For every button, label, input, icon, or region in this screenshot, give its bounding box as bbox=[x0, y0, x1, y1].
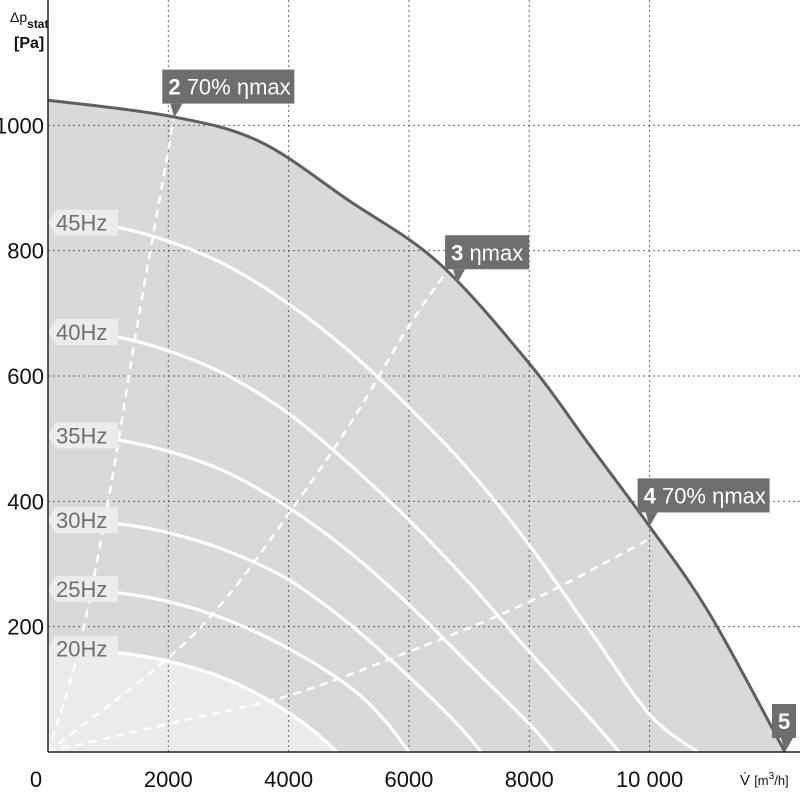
callout-box bbox=[162, 69, 295, 104]
tick-labels: 2000 4000 6000 8000 10 000 200 400 600 800 1000 bbox=[0, 113, 683, 792]
x-tick-label: 4000 bbox=[264, 767, 313, 792]
y-tick-label: 1000 bbox=[0, 113, 44, 138]
speed-label-text: 20Hz bbox=[56, 637, 107, 662]
max-envelope bbox=[47, 98, 787, 753]
y-tick-label: 200 bbox=[7, 615, 44, 640]
callout-pointer bbox=[170, 103, 183, 118]
speed-curve bbox=[47, 518, 483, 754]
x-axis-title: V̇ [m3/h] bbox=[740, 771, 789, 789]
speed-curve-labels: 45Hz 40Hz 35Hz 30Hz 25Hz 20Hz bbox=[48, 209, 118, 662]
speed-label-tag bbox=[48, 576, 118, 603]
speed-label: 25Hz bbox=[48, 576, 118, 603]
y-tick-label: 800 bbox=[7, 239, 44, 264]
speed-label: 20Hz bbox=[48, 635, 118, 662]
speed-curve bbox=[47, 330, 621, 754]
x-axis-symbol: V̇ bbox=[740, 772, 750, 789]
callout-number: 2 bbox=[168, 75, 180, 100]
speed-curve bbox=[47, 433, 555, 754]
callout-box bbox=[445, 235, 530, 270]
callout-caption: 70% ηmax bbox=[181, 75, 291, 100]
callout-pointer bbox=[453, 269, 466, 284]
x-axis-unit: [m bbox=[754, 773, 768, 788]
callout-text: 3 ηmax bbox=[451, 240, 523, 265]
speed-label-text: 30Hz bbox=[56, 508, 107, 533]
callout-text: 5 bbox=[778, 709, 790, 734]
callout: 4 70% ηmax bbox=[637, 478, 770, 527]
callout-caption: ηmax bbox=[463, 240, 523, 265]
y-axis-title: Δpstat bbox=[10, 9, 48, 31]
callout: 2 70% ηmax bbox=[162, 69, 295, 118]
speed-label-text: 45Hz bbox=[56, 210, 107, 235]
callout: 5 bbox=[772, 704, 796, 752]
y-axis-unit: [Pa] bbox=[14, 35, 44, 52]
speed-label: 45Hz bbox=[48, 209, 118, 236]
speed-label-tag bbox=[48, 422, 118, 449]
speed-label: 30Hz bbox=[48, 507, 118, 534]
max-envelope-line bbox=[47, 98, 787, 753]
x-axis-unit-end: /h] bbox=[774, 773, 788, 788]
callout-text: 4 70% ηmax bbox=[644, 483, 766, 508]
x-tick-label: 10 000 bbox=[616, 767, 683, 792]
speed-label-text: 35Hz bbox=[56, 424, 107, 449]
origin-label: 0 bbox=[30, 767, 42, 792]
speed-label-tag bbox=[48, 319, 118, 346]
speed-label-tag bbox=[48, 507, 118, 534]
speed-curve bbox=[47, 220, 699, 754]
callout: 3 ηmax bbox=[445, 235, 530, 284]
x-tick-label: 2000 bbox=[144, 767, 193, 792]
speed-label-text: 25Hz bbox=[56, 577, 107, 602]
low-speed-area bbox=[48, 648, 337, 752]
speed-label-tag bbox=[48, 635, 118, 662]
speed-label: 40Hz bbox=[48, 319, 118, 346]
callout-box bbox=[772, 704, 796, 738]
callout-labels: 2 70% ηmax 3 ηmax 4 70% ηmax 5 bbox=[162, 69, 796, 752]
speed-label: 35Hz bbox=[48, 422, 118, 449]
y-tick-label: 400 bbox=[7, 489, 44, 514]
axis-lines bbox=[47, 0, 800, 753]
callout-pointer bbox=[645, 512, 658, 527]
y-axis-symbol: Δp bbox=[10, 9, 27, 25]
callout-number: 3 bbox=[451, 240, 463, 265]
callout-number: 4 bbox=[644, 483, 657, 508]
speed-label-text: 40Hz bbox=[56, 320, 107, 345]
operating-area bbox=[48, 100, 785, 753]
callout-text: 2 70% ηmax bbox=[168, 75, 290, 100]
y-axis-subscript: stat bbox=[27, 17, 48, 31]
callout-box bbox=[637, 478, 770, 513]
plot-background bbox=[48, 100, 785, 753]
x-tick-label: 6000 bbox=[384, 767, 433, 792]
callout-caption: 70% ηmax bbox=[656, 483, 766, 508]
efficiency-line bbox=[47, 256, 459, 753]
efficiency-line bbox=[47, 537, 651, 754]
callout-number: 5 bbox=[778, 709, 790, 734]
x-tick-label: 8000 bbox=[505, 767, 554, 792]
y-tick-label: 600 bbox=[7, 364, 44, 389]
speed-label-tag bbox=[48, 209, 118, 236]
callout-pointer bbox=[780, 738, 793, 752]
x-axis-unit-sup: 3 bbox=[769, 771, 775, 782]
